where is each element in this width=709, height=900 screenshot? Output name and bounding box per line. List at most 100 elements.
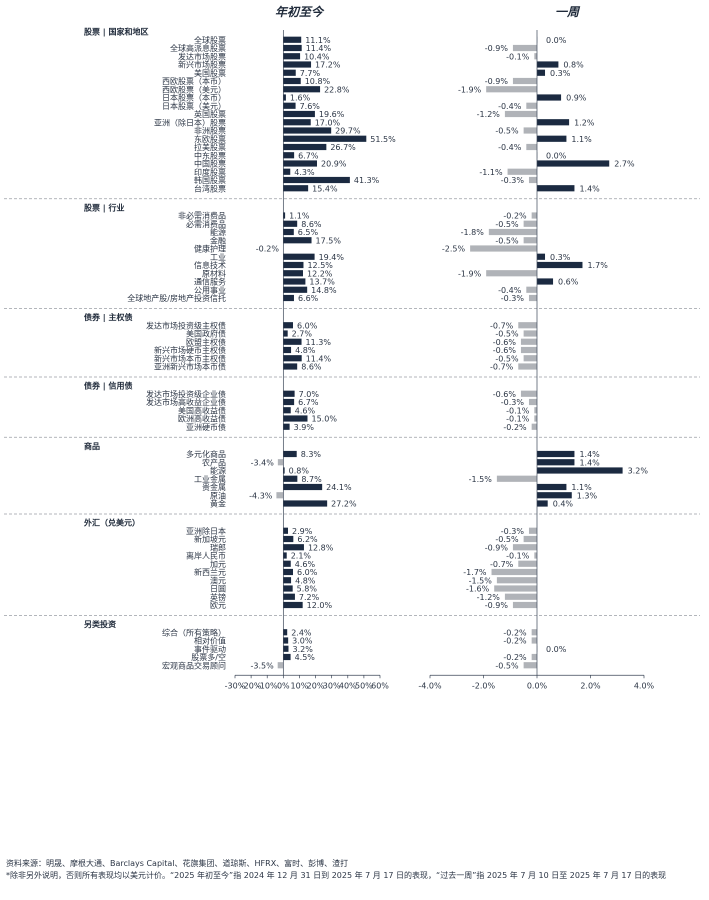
row-label: 全球地产股/房地产投资信托 <box>127 293 226 303</box>
week-value-label: -0.5% <box>495 330 519 339</box>
ytd-value-label: 3.0% <box>292 637 313 646</box>
ytd-value-label: 17.2% <box>315 61 341 70</box>
row-label: 事件驱动 <box>194 644 226 654</box>
week-bar <box>523 330 537 337</box>
row-label: 工业 <box>210 252 226 262</box>
week-bar <box>491 568 537 576</box>
week-bar <box>537 483 567 491</box>
ytd-value-label: -3.5% <box>250 661 274 670</box>
week-bar <box>494 585 537 592</box>
ytd-bar <box>283 338 302 345</box>
week-bar <box>537 261 583 269</box>
week-bar <box>531 629 537 636</box>
week-bar <box>523 662 537 669</box>
ytd-bar <box>283 355 302 362</box>
row-label: 宏观商品交易顾问 <box>162 660 226 670</box>
week-bar <box>537 94 562 101</box>
ytd-value-label: 11.3% <box>306 338 332 347</box>
row-label: 黄金 <box>210 499 226 509</box>
ytd-bar <box>283 253 315 260</box>
ytd-bar <box>283 61 312 68</box>
row-label: 日本股票（美元） <box>162 101 226 111</box>
week-bar <box>526 286 537 293</box>
row-label: 韩国股票 <box>194 175 226 185</box>
x-tick-label: -30% <box>225 681 246 690</box>
week-bar <box>507 168 537 175</box>
ytd-bar <box>283 322 293 329</box>
week-value-label: -0.1% <box>506 552 530 561</box>
footnote: *除非另外说明，否则所有表现均以美元计价。“2025 年初至今”指 2024 年… <box>6 871 667 880</box>
week-bar <box>537 160 610 167</box>
week-bar <box>512 601 537 609</box>
week-bar <box>537 69 546 76</box>
footer: 资料来源：明晟、摩根大通、Barclays Capital、花旗集团、道琼斯、H… <box>6 858 704 882</box>
row-label: 拉美股票 <box>194 142 226 152</box>
ytd-bar <box>276 492 284 499</box>
row-label: 亚洲新兴市场本币债 <box>154 362 226 372</box>
week-value-label: -0.4% <box>498 286 522 295</box>
row-label: 工业金属 <box>194 474 226 484</box>
x-tick-label: -2.0% <box>472 681 496 690</box>
ytd-value-label: 14.8% <box>311 286 337 295</box>
week-value-label: -0.6% <box>493 346 517 355</box>
week-value-label: -1.5% <box>469 475 493 484</box>
week-value-label: -0.9% <box>485 77 509 86</box>
week-bar <box>520 346 537 354</box>
week-value-label: -1.2% <box>477 593 501 602</box>
ytd-bar <box>283 143 327 151</box>
ytd-value-label: 51.5% <box>370 135 396 144</box>
week-bar <box>537 467 623 474</box>
week-bar <box>526 102 537 109</box>
row-label: 亚洲（除日本）股票 <box>154 117 226 127</box>
ytd-value-label: 2.9% <box>292 527 313 536</box>
week-value-label: -0.5% <box>495 661 519 670</box>
ytd-bar <box>283 415 308 422</box>
row-label: 能源 <box>210 466 226 476</box>
row-label: 中东股票 <box>194 150 226 160</box>
ytd-bar <box>283 637 289 644</box>
week-bar <box>537 253 546 260</box>
ytd-bar <box>283 220 298 227</box>
ytd-bar <box>283 228 294 236</box>
ytd-bar <box>283 77 301 85</box>
ytd-bar <box>283 127 332 134</box>
row-label: 欧盟主权债 <box>186 337 226 347</box>
ytd-value-label: 19.4% <box>319 253 345 262</box>
ytd-bar <box>283 270 303 277</box>
ytd-bar <box>283 645 289 652</box>
week-bar <box>537 119 570 126</box>
ytd-bar <box>283 185 309 192</box>
row-label: 非必需消费品 <box>178 211 226 221</box>
ytd-bar <box>283 86 321 93</box>
source-note: 资料来源：明晟、摩根大通、Barclays Capital、花旗集团、道琼斯、H… <box>6 859 349 868</box>
week-value-label: -0.1% <box>506 406 530 415</box>
ytd-value-label: 4.8% <box>295 576 316 585</box>
ytd-value-label: 6.7% <box>298 151 319 160</box>
week-value-label: -1.9% <box>458 269 482 278</box>
x-tick-label: 30% <box>323 681 341 690</box>
ytd-bar <box>283 467 285 474</box>
ytd-value-label: 6.0% <box>297 321 318 330</box>
week-bar <box>523 355 537 362</box>
week-value-label: -0.6% <box>493 390 517 399</box>
row-label: 中国股票 <box>194 159 226 169</box>
ytd-bar <box>283 261 304 269</box>
ytd-bar <box>283 585 293 592</box>
week-value-label: -1.9% <box>458 85 482 94</box>
ytd-value-label: 22.8% <box>324 85 350 94</box>
row-label: 亚洲硬币债 <box>186 422 226 432</box>
row-label: 通信服务 <box>194 277 226 287</box>
week-bar <box>512 544 537 551</box>
week-bar <box>518 560 537 567</box>
ytd-bar <box>277 662 284 669</box>
x-tick-label: 4.0% <box>634 681 655 690</box>
week-value-label: 1.1% <box>571 483 592 492</box>
row-label: 台湾股票 <box>194 183 226 193</box>
ytd-value-label: 17.5% <box>316 236 342 245</box>
week-value-label: -0.7% <box>490 363 514 372</box>
section-title: 外汇（兑美元） <box>84 518 140 528</box>
ytd-value-label: 8.6% <box>301 220 322 229</box>
ytd-bar <box>283 330 288 337</box>
row-label: 亚洲除日本 <box>186 526 226 536</box>
week-bar <box>496 577 537 584</box>
